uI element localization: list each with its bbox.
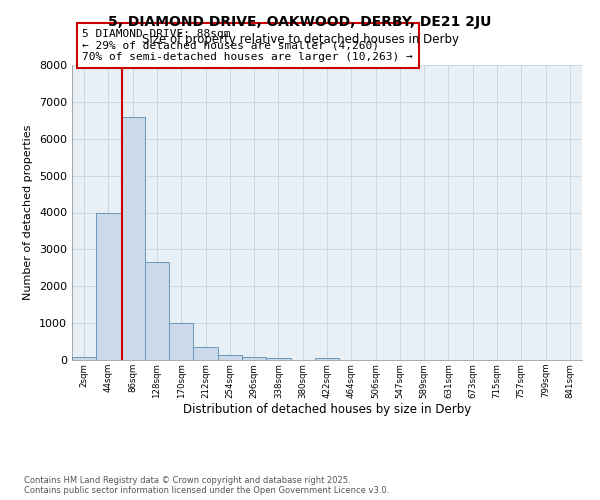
X-axis label: Distribution of detached houses by size in Derby: Distribution of detached houses by size …	[183, 403, 471, 416]
Bar	[193, 348, 218, 360]
Bar	[266, 358, 290, 360]
Bar	[96, 212, 121, 360]
Text: 5 DIAMOND DRIVE: 88sqm
← 29% of detached houses are smaller (4,260)
70% of semi-: 5 DIAMOND DRIVE: 88sqm ← 29% of detached…	[82, 29, 413, 62]
Text: Size of property relative to detached houses in Derby: Size of property relative to detached ho…	[142, 32, 458, 46]
Bar	[145, 262, 169, 360]
Y-axis label: Number of detached properties: Number of detached properties	[23, 125, 34, 300]
Bar	[121, 116, 145, 360]
Bar	[169, 323, 193, 360]
Bar	[72, 357, 96, 360]
Text: 5, DIAMOND DRIVE, OAKWOOD, DERBY, DE21 2JU: 5, DIAMOND DRIVE, OAKWOOD, DERBY, DE21 2…	[109, 15, 491, 29]
Bar	[242, 357, 266, 360]
Bar	[218, 355, 242, 360]
Text: Contains HM Land Registry data © Crown copyright and database right 2025.
Contai: Contains HM Land Registry data © Crown c…	[24, 476, 389, 495]
Bar	[315, 358, 339, 360]
